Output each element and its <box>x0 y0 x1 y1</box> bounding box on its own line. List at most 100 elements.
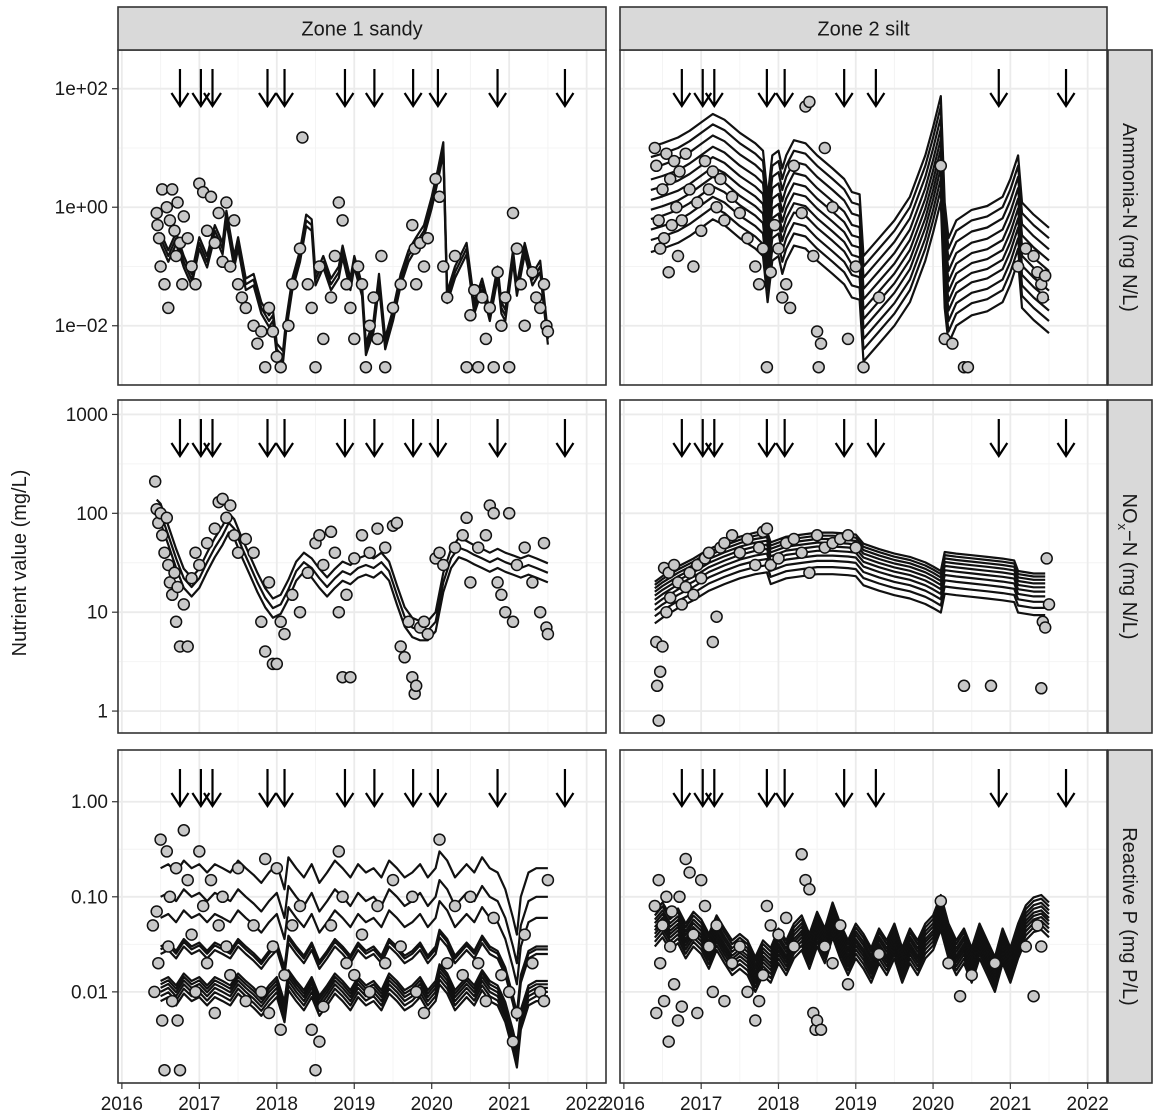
data-point <box>344 670 357 684</box>
data-point <box>657 994 671 1008</box>
event-arrow <box>775 69 795 109</box>
event-arrow <box>775 419 795 459</box>
data-point <box>1027 249 1040 263</box>
data-point <box>671 249 685 263</box>
event-arrow <box>834 769 854 809</box>
data-point <box>499 605 512 619</box>
data-point <box>502 507 516 520</box>
data-point <box>502 360 516 374</box>
strip-zone1: Zone 1 sandy <box>117 6 607 51</box>
event-arrow <box>203 419 222 459</box>
x-tick-label: 2020 <box>411 1094 453 1115</box>
data-point <box>247 919 260 932</box>
data-point <box>324 525 338 539</box>
strip-ammonia: Ammonia-N (mg N/L) <box>1107 49 1153 386</box>
fit-line <box>160 974 548 1060</box>
data-point <box>487 507 500 520</box>
data-point <box>683 183 696 196</box>
fit-line <box>653 919 1050 985</box>
data-point <box>305 301 318 315</box>
data-point <box>394 640 407 653</box>
data-point <box>667 978 681 991</box>
data-point <box>328 546 342 559</box>
data-point <box>158 1063 171 1077</box>
event-arrow <box>834 419 854 459</box>
data-point <box>305 1023 318 1036</box>
data-point <box>158 278 171 291</box>
data-point <box>158 546 171 559</box>
data-point <box>491 576 504 589</box>
data-point <box>239 301 253 315</box>
y-tick-label: 10 <box>87 603 108 624</box>
event-arrow <box>834 69 854 109</box>
data-point <box>768 218 781 232</box>
y-tick-label: 1e+00 <box>55 198 108 219</box>
panel-zone2-reactive_p <box>619 749 1108 1084</box>
fit-line <box>159 141 549 353</box>
data-point <box>772 928 785 941</box>
panel-zone1-ammonia <box>117 49 607 386</box>
data-point <box>165 994 179 1008</box>
data-point <box>313 529 326 542</box>
data-point <box>741 985 754 999</box>
data-point <box>1036 291 1050 304</box>
data-point <box>1011 260 1025 273</box>
data-point <box>675 214 689 227</box>
event-arrow <box>275 419 294 459</box>
x-tick-label: 2022 <box>1067 1094 1109 1115</box>
data-point <box>483 301 497 315</box>
fit-line <box>650 127 1050 290</box>
data-point <box>1038 269 1052 282</box>
data-point <box>656 183 669 196</box>
data-point <box>752 541 766 554</box>
data-point <box>266 325 280 338</box>
data-point <box>168 566 181 580</box>
data-point <box>371 522 384 535</box>
panel-zone1-nox <box>117 399 607 734</box>
data-point <box>841 529 855 542</box>
data-point <box>675 598 689 611</box>
data-point <box>706 985 720 999</box>
x-axis-zone1: 2016 2017 2018 2019 2020 2021 2022 <box>101 1083 608 1115</box>
fit-line <box>650 177 1050 340</box>
data-point <box>258 645 272 658</box>
panel-border <box>117 399 607 734</box>
data-point <box>965 968 978 982</box>
data-point <box>657 231 671 245</box>
data-point <box>421 627 435 641</box>
data-point <box>406 890 419 904</box>
data-point <box>725 190 739 204</box>
data-point <box>196 899 210 913</box>
data-point <box>702 940 716 953</box>
data-point <box>491 265 504 279</box>
data-point <box>533 605 547 619</box>
data-point <box>764 919 777 932</box>
fit-line <box>155 518 549 642</box>
fit-line <box>653 905 1050 970</box>
panel-border <box>619 749 1108 1084</box>
data-point <box>718 994 731 1008</box>
data-point <box>872 291 886 304</box>
event-arrow <box>555 769 575 809</box>
data-point <box>313 1035 326 1048</box>
data-point <box>286 588 299 602</box>
y-axis-title: Nutrient value (mg/L) <box>9 470 31 657</box>
event-arrow <box>555 69 575 109</box>
data-point <box>1042 598 1056 611</box>
event-arrow <box>364 419 384 459</box>
data-point <box>653 956 667 970</box>
data-point <box>934 894 948 908</box>
data-point <box>394 278 407 291</box>
event-arrow <box>757 419 777 459</box>
data-point <box>274 360 287 374</box>
data-point <box>687 928 700 941</box>
data-point <box>683 566 696 580</box>
data-point <box>510 242 524 255</box>
panel-zone1-reactive_p <box>117 749 607 1084</box>
data-point <box>665 905 679 918</box>
event-arrow <box>989 419 1009 459</box>
y-tick-label: 1e+02 <box>55 79 108 100</box>
data-point <box>826 956 839 970</box>
fit-line <box>650 200 1050 363</box>
data-point <box>255 615 268 629</box>
